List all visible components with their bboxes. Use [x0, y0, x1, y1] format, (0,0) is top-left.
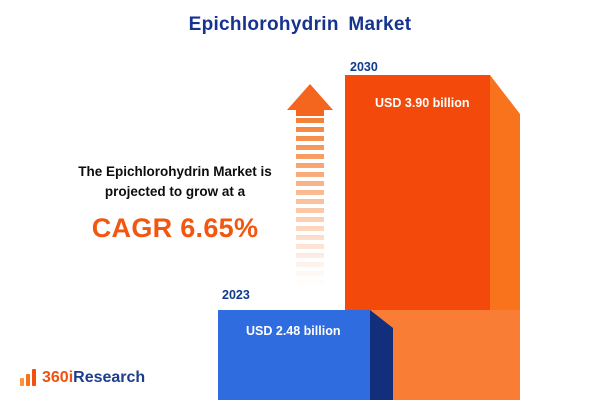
brand-logo-text: 360iResearch	[42, 369, 145, 386]
brand-logo: 360iResearch	[20, 369, 145, 386]
year-label-2030: 2030	[350, 60, 378, 74]
growth-arrow-head-icon	[287, 84, 333, 110]
annotation-line-1: The Epichlorohydrin Market is	[78, 164, 272, 179]
cagr-value: CAGR 6.65%	[91, 213, 259, 244]
growth-arrow-dashed-tail	[296, 118, 324, 288]
brand-bars-icon	[20, 369, 36, 386]
brand-logo-text-navy: Research	[73, 369, 146, 386]
year-label-2023: 2023	[222, 288, 250, 302]
bar-2023-front-face	[218, 310, 370, 400]
value-label-2030: USD 3.90 billion	[375, 96, 470, 110]
chart-title: Epichlorohydrin Market	[188, 14, 412, 35]
growth-arrow-neck	[296, 109, 324, 116]
value-label-2023: USD 2.48 billion	[246, 324, 341, 338]
bar-2023-side-face	[370, 310, 393, 400]
annotation-line-2: projected to grow at a	[104, 183, 246, 199]
annotation-block: The Epichlorohydrin Market is projected …	[40, 162, 310, 248]
brand-logo-text-orange: 360i	[42, 369, 74, 386]
